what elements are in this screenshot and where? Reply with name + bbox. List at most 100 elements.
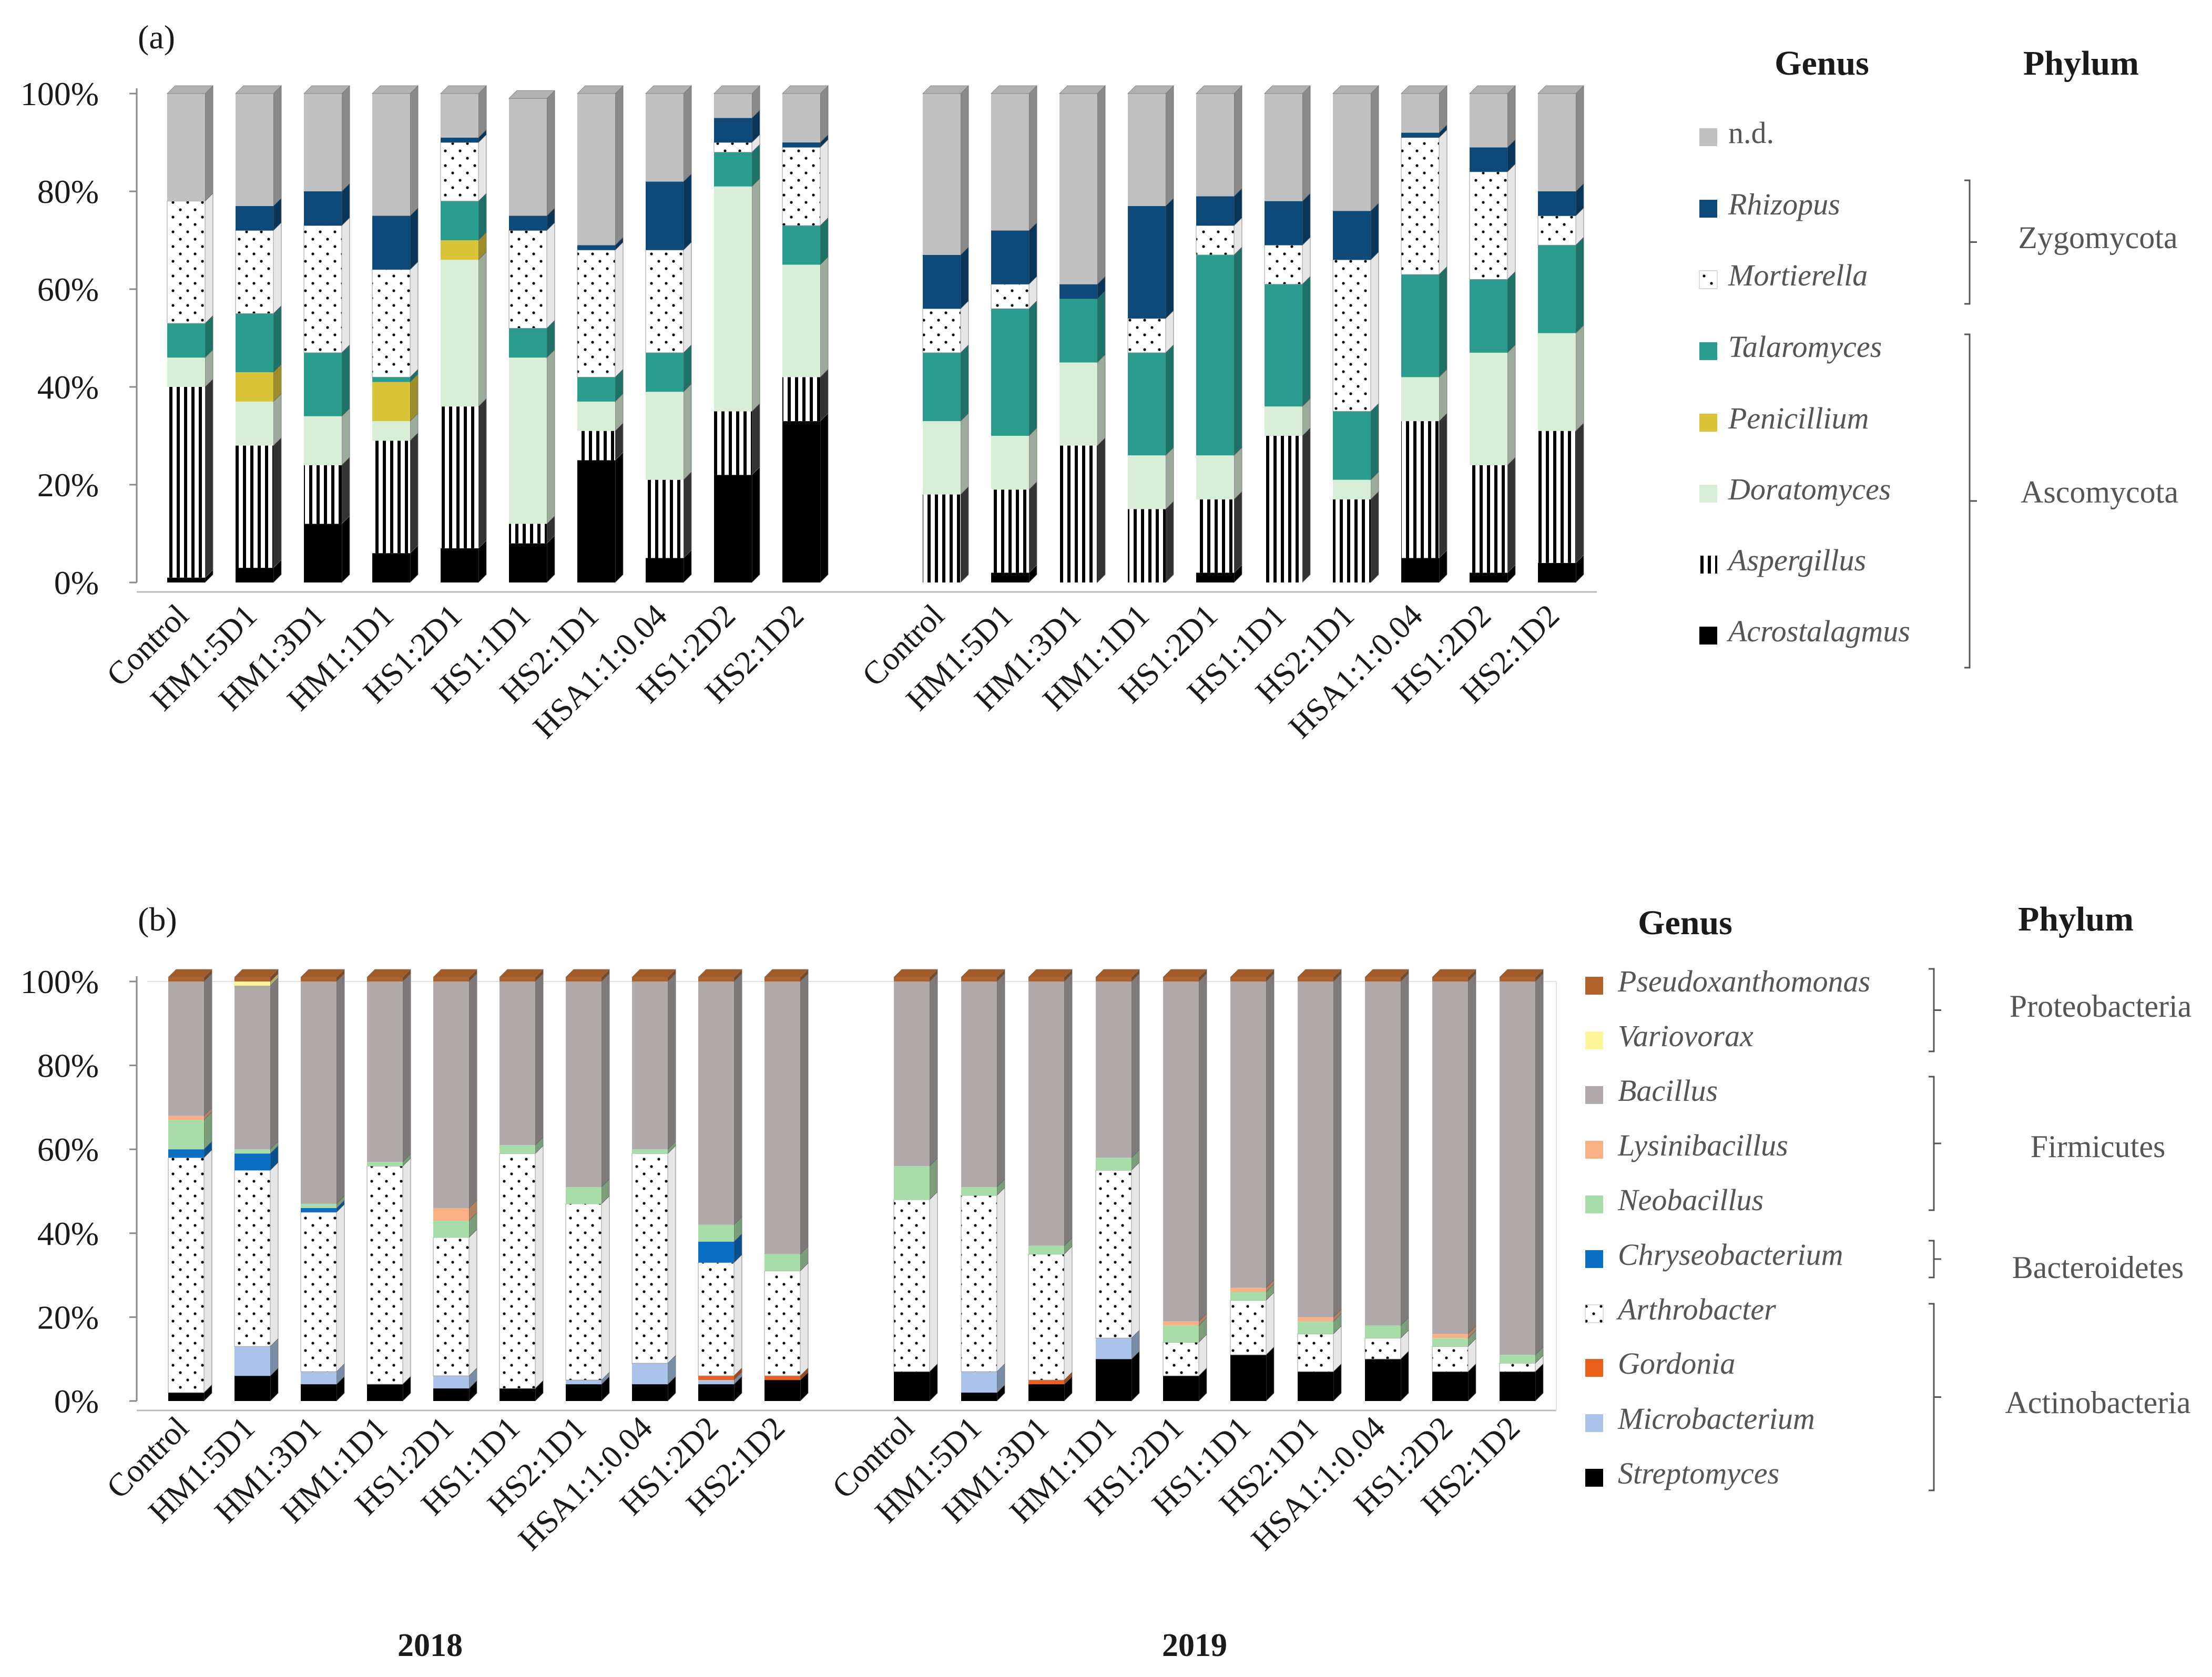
- segment-streptomyces: [961, 1393, 997, 1401]
- segment-bacillus-side: [402, 973, 411, 1163]
- segment-bacillus: [301, 981, 337, 1204]
- segment-acrostalagmus: [372, 553, 410, 582]
- legend-item-penicillium: Penicillium: [1699, 401, 1869, 435]
- segment-aspergillus-side: [820, 369, 829, 422]
- segment-arthrobacter: [433, 1237, 470, 1376]
- segment-arthrobacter: [1297, 1333, 1334, 1372]
- segment-n-d-side: [1370, 85, 1379, 212]
- segment-acrostalagmus: [1196, 572, 1234, 582]
- segment-aspergillus: [646, 479, 684, 558]
- segment-talaromyces: [509, 328, 547, 358]
- legend-item-acrostalagmus: Acrostalagmus: [1699, 614, 1910, 648]
- segment-aspergillus-side: [1439, 413, 1448, 559]
- segment-arthrobacter: [499, 1153, 536, 1389]
- legend-label-aspergillus: Aspergillus: [1726, 543, 1866, 577]
- segment-mortierella-side: [683, 241, 692, 353]
- segment-arthrobacter: [1230, 1300, 1267, 1355]
- segment-mortierella: [1264, 244, 1303, 285]
- segment-acrostalagmus-side: [341, 515, 350, 583]
- segment-mortierella: [713, 142, 752, 153]
- y-tick-label: 60%: [37, 271, 99, 308]
- legend-label-acrostalagmus: Acrostalagmus: [1726, 614, 1910, 648]
- segment-doratomyces: [1538, 333, 1576, 431]
- segment-n-d-side: [410, 85, 419, 217]
- segment-doratomyces: [1401, 377, 1439, 422]
- segment-aspergillus-side: [1507, 456, 1516, 574]
- segment-arthrobacter-side: [535, 1145, 544, 1389]
- legend-item-arthrobacter: Arthrobacter: [1585, 1292, 1776, 1326]
- segment-arthrobacter: [698, 1262, 735, 1376]
- segment-n-d: [1196, 94, 1234, 197]
- segment-pseudoxanthomonas: [1298, 977, 1333, 981]
- phylum-bracket-zygomycota: [1964, 179, 1977, 305]
- segment-talaromyces: [1470, 279, 1507, 353]
- bar-2018-hm1-3d1: [300, 969, 345, 1402]
- legend-label-doratomyces: Doratomyces: [1728, 472, 1891, 506]
- segment-talaromyces: [1059, 299, 1097, 363]
- segment-talaromyces: [236, 313, 273, 373]
- segment-mortierella: [303, 225, 342, 353]
- segment-aspergillus-side: [1165, 500, 1174, 583]
- segment-arthrobacter: [1163, 1342, 1199, 1376]
- phylum-label-bacteroidetes: Bacteroidetes: [2012, 1250, 2184, 1285]
- bar-top-face: [1230, 969, 1275, 978]
- segment-variovorax: [235, 981, 270, 986]
- segment-arthrobacter: [893, 1199, 930, 1372]
- legend-swatch-aspergillus: [1699, 556, 1717, 574]
- bar-2019-control: [893, 969, 938, 1402]
- segment-rhizopus: [1196, 196, 1234, 226]
- segment-rhizopus: [1470, 147, 1507, 172]
- bar-top-face: [645, 85, 692, 94]
- segment-arthrobacter-side: [270, 1162, 279, 1347]
- segment-aspergillus-side: [683, 471, 692, 559]
- segment-doratomyces: [1059, 362, 1097, 446]
- segment-aspergillus-side: [478, 398, 487, 549]
- segment-acrostalagmus-side: [751, 466, 760, 583]
- segment-doratomyces-side: [1507, 344, 1516, 466]
- segment-doratomyces: [1128, 455, 1166, 509]
- legend-item-gordonia: Gordonia: [1585, 1346, 1735, 1381]
- bar-top-face: [1196, 85, 1242, 94]
- segment-microbacterium: [698, 1380, 734, 1385]
- legend-item-doratomyces: Doratomyces: [1699, 472, 1891, 506]
- segment-arthrobacter: [1028, 1254, 1065, 1381]
- segment-doratomyces: [236, 401, 273, 446]
- phylum-label-zygomycota: Zygomycota: [2018, 220, 2177, 255]
- segment-pseudoxanthomonas: [500, 977, 535, 981]
- segment-n-d-side: [960, 85, 969, 255]
- bar-top-face: [631, 969, 676, 978]
- bar-2018-hs1-2d1: [433, 969, 477, 1402]
- segment-talaromyces-side: [683, 344, 692, 393]
- panel-label: (a): [138, 18, 175, 56]
- segment-mortierella: [922, 308, 961, 353]
- segment-mortierella-side: [820, 139, 829, 227]
- segment-arthrobacter: [1095, 1170, 1132, 1338]
- segment-bacillus-side: [535, 973, 544, 1146]
- segment-n-d: [1128, 94, 1166, 206]
- segment-doratomyces: [1470, 352, 1507, 465]
- segment-n-d: [441, 94, 478, 138]
- segment-rhizopus: [1059, 284, 1097, 299]
- segment-acrostalagmus-side: [615, 452, 624, 583]
- legend-phylum-header: Phylum: [2023, 44, 2139, 83]
- segment-streptomyces: [764, 1380, 800, 1401]
- segment-bacillus-side: [1333, 973, 1342, 1318]
- legend-item-bacillus: Bacillus: [1585, 1073, 1718, 1108]
- bar-2019-hs2-1d2: [1499, 969, 1544, 1402]
- segment-neobacillus: [632, 1149, 668, 1154]
- y-tick-label: 0%: [54, 1383, 99, 1420]
- bar-2019-hs2-1d1: [1332, 85, 1379, 583]
- segment-arthrobacter: [234, 1170, 271, 1347]
- segment-pseudoxanthomonas: [961, 977, 997, 981]
- legend-swatch-doratomyces: [1699, 485, 1717, 503]
- segment-mortierella: [1332, 259, 1371, 412]
- segment-mortierella: [167, 201, 206, 324]
- segment-aspergillus: [509, 524, 547, 544]
- segment-streptomyces-side: [1400, 1351, 1409, 1402]
- segment-rhizopus-side: [1165, 197, 1174, 319]
- bar-top-face: [1163, 969, 1207, 978]
- legend-item-mortierella: Mortierella: [1699, 258, 1868, 292]
- segment-aspergillus: [782, 377, 820, 422]
- segment-doratomyces-side: [1439, 369, 1448, 422]
- segment-arthrobacter-side: [468, 1229, 477, 1377]
